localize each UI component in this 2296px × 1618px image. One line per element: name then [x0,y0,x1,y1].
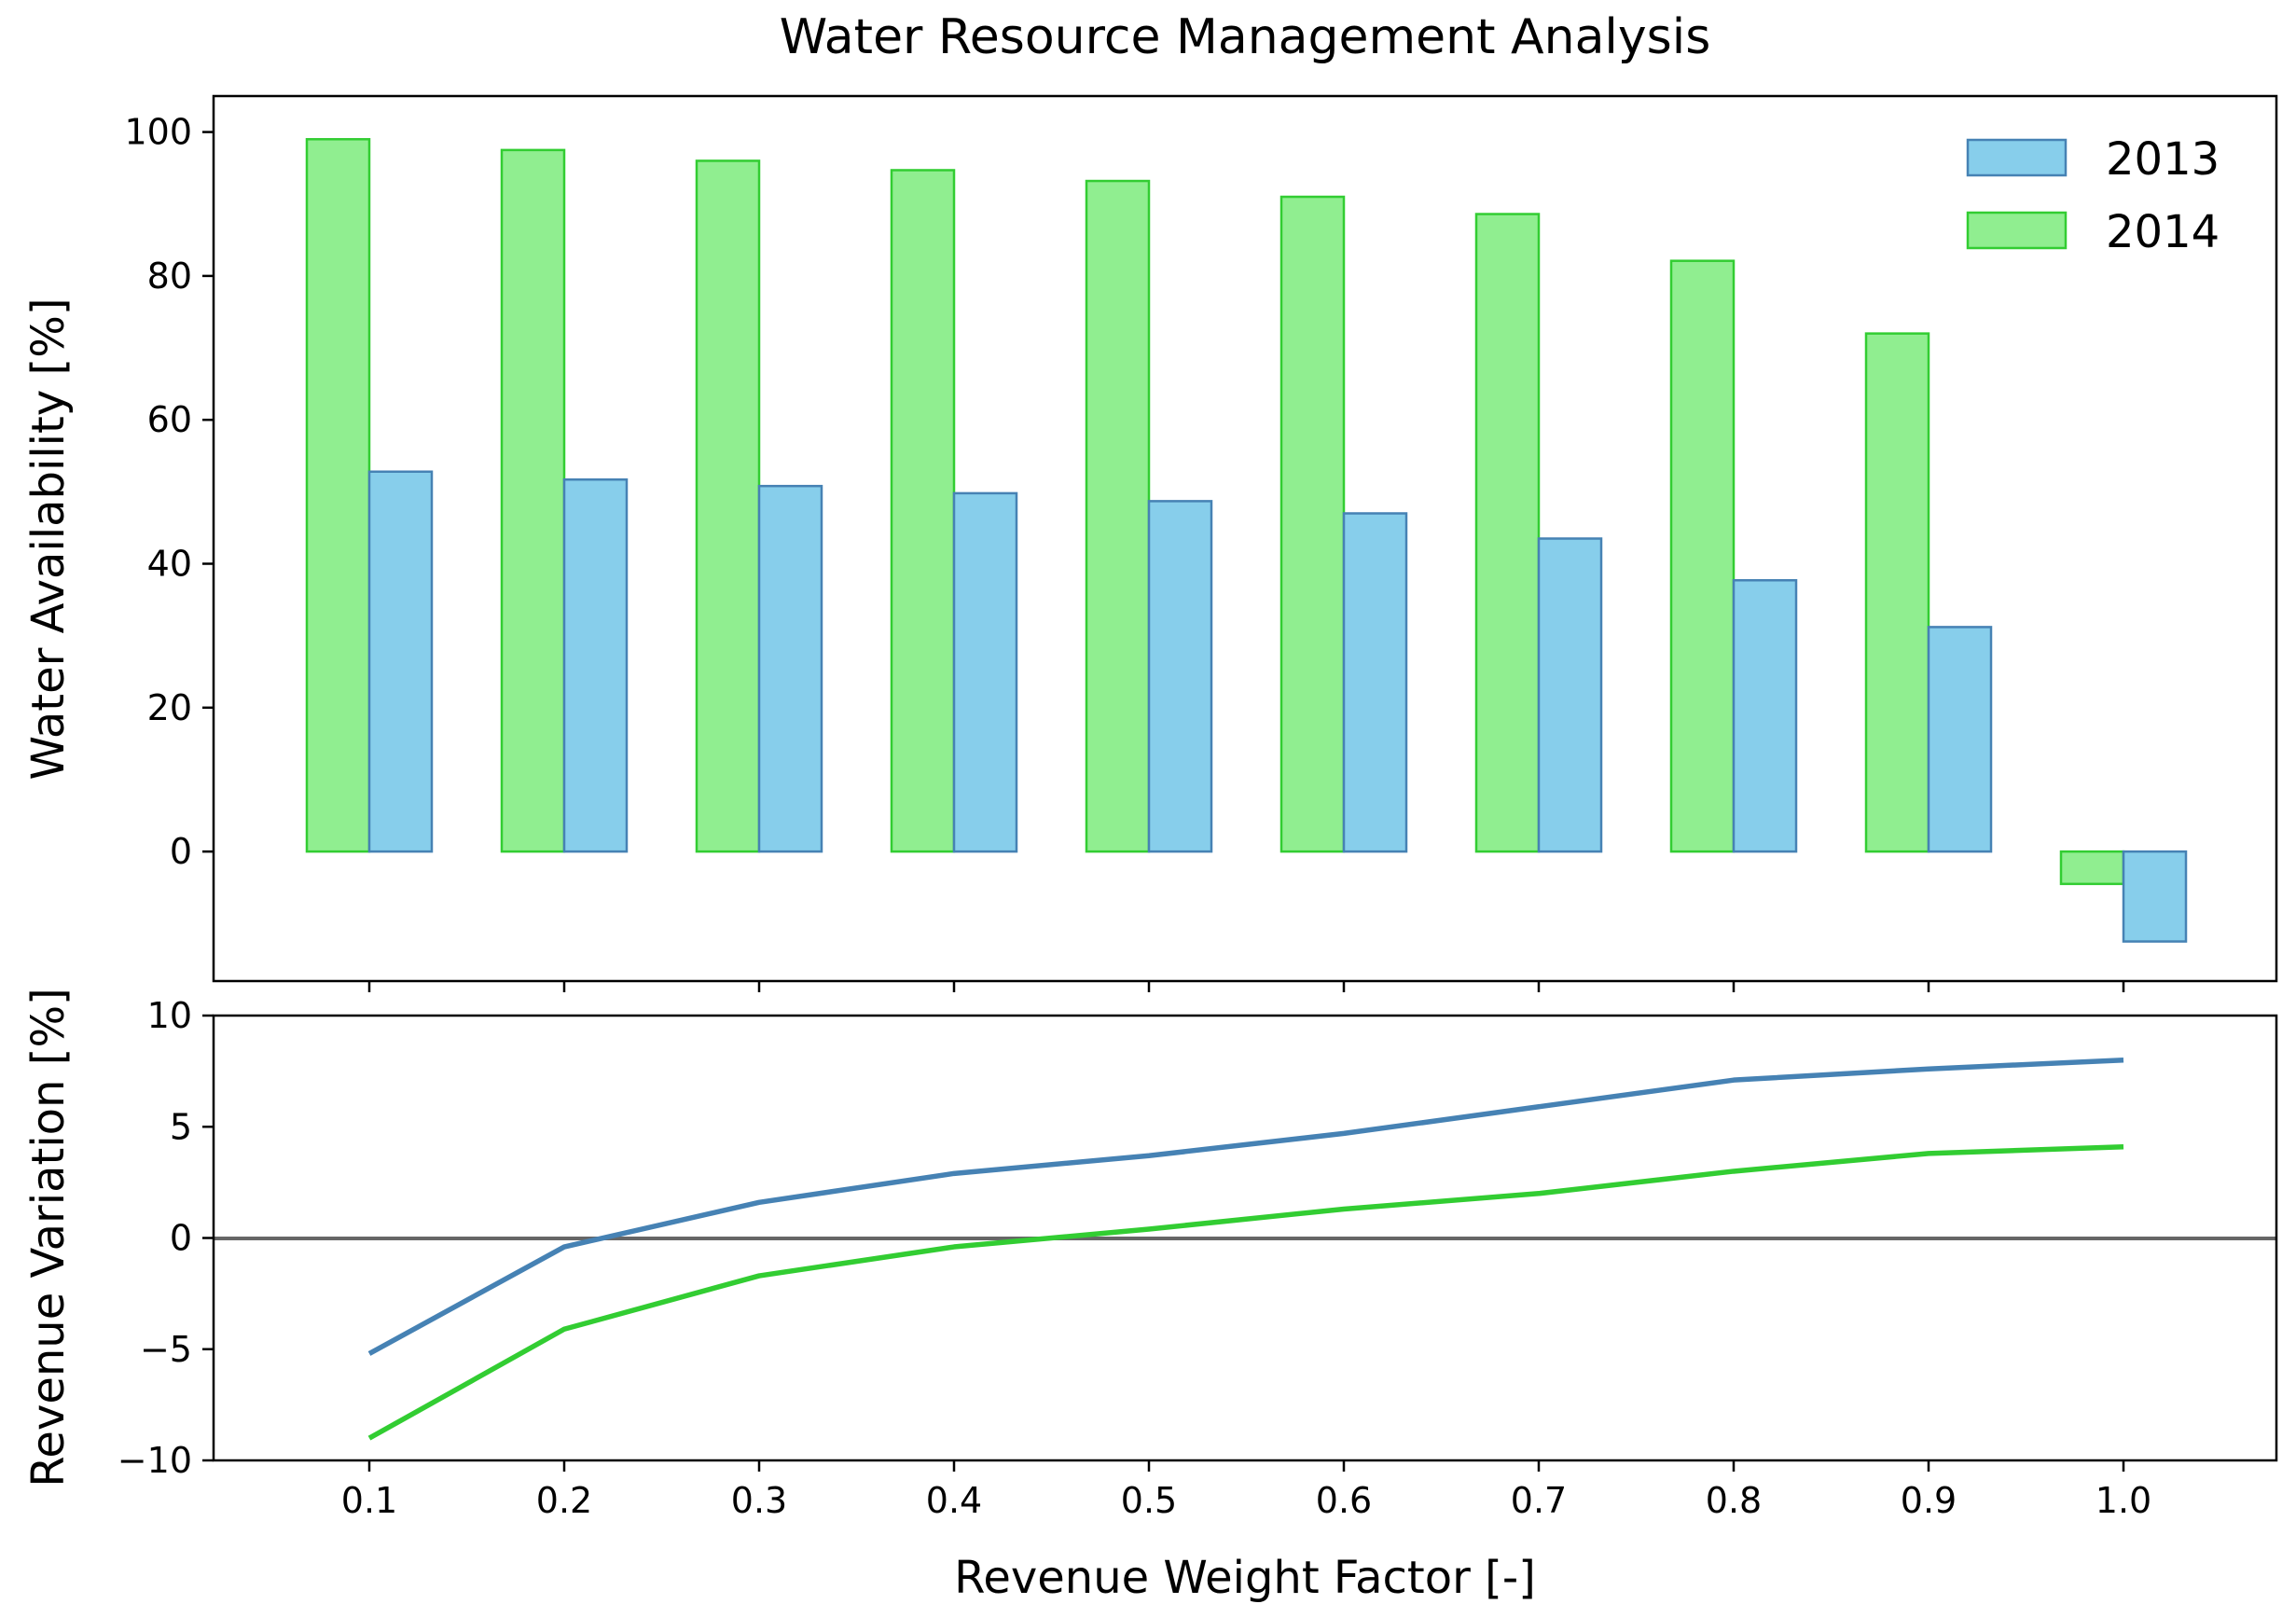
top-y-tick-label: 80 [147,256,192,297]
top-bars [305,138,2188,943]
top-y-axis-label: Water Availability [%] [22,297,75,780]
x-tick-label: 0.4 [926,1480,982,1521]
x-tick-label: 0.1 [341,1480,397,1521]
bottom-y-tick-label: −5 [140,1329,192,1370]
bottom-plot-frame [212,1014,2278,1462]
bar-2013-0.2 [562,477,629,853]
bar-2014-0.2 [500,148,566,853]
bar-2013-1.0 [2122,850,2188,943]
bar-2013-0.9 [1927,626,1993,853]
bottom-y-tick-label: 0 [170,1218,192,1259]
bar-2013-0.8 [1732,578,1798,853]
bottom-lines [367,1057,2124,1441]
top-x-ticks [367,981,2125,992]
x-tick-label: 0.9 [1901,1480,1957,1521]
bar-2014-0.6 [1279,195,1346,853]
top-plot-frame [212,94,2278,983]
legend-swatch-2013 [1966,138,2068,177]
x-tick-label: 1.0 [2095,1480,2151,1521]
bottom-y-tick-label: 10 [147,995,192,1036]
bottom-x-ticks: 0.1 0.2 0.3 0.4 0.5 0.6 0.7 0.8 0.9 1.0 [341,1460,2151,1521]
bar-2013-0.5 [1147,500,1213,853]
x-tick-label: 0.6 [1316,1480,1372,1521]
bottom-y-ticks: −10 −5 0 5 10 [118,995,214,1481]
bottom-y-axis-label: Revenue Variation [%] [22,988,75,1487]
bar-2014-0.5 [1085,179,1151,853]
top-y-tick-label: 100 [124,112,192,153]
top-y-tick-label: 0 [170,831,192,872]
bottom-y-tick-label: 5 [170,1106,192,1147]
bar-2013-0.3 [757,484,823,853]
top-y-ticks: 0 20 40 60 80 100 [124,112,214,872]
bar-2014-0.3 [695,159,761,853]
legend: 2013 2014 [1966,133,2220,258]
x-tick-label: 0.5 [1121,1480,1177,1521]
bar-2014-0.8 [1669,259,1736,853]
x-axis-label: Revenue Weight Factor [-] [954,1552,1536,1604]
bar-2013-0.6 [1342,512,1408,853]
x-tick-label: 0.8 [1706,1480,1762,1521]
x-tick-label: 0.2 [536,1480,592,1521]
top-panel: 0 20 40 60 80 100 Water Availability [%] 2013… [22,94,2278,992]
bar-2014-0.1 [305,138,371,853]
top-y-tick-label: 20 [147,687,192,728]
bottom-y-tick-label: −10 [118,1440,192,1481]
bar-2014-0.7 [1474,213,1541,853]
top-y-tick-label: 60 [147,399,192,440]
bar-2014-0.4 [890,169,956,853]
legend-swatch-2014 [1966,211,2068,250]
chart-title: Water Resource Management Analysis [780,9,1711,65]
bar-2013-0.7 [1537,537,1603,853]
legend-label-2013: 2013 [2106,133,2220,186]
line-2013 [367,1057,2124,1356]
bar-2014-0.9 [1864,332,1930,853]
x-tick-label: 0.3 [731,1480,787,1521]
bottom-panel: −10 −5 0 5 10 0.1 0.2 0.3 0.4 0.5 0.6 0.7 0.8 0.9 1.0… [22,988,2278,1521]
line-2014 [367,1143,2124,1441]
x-tick-label: 0.7 [1511,1480,1567,1521]
bar-2014-1.0 [2059,850,2125,886]
legend-label-2014: 2014 [2106,206,2220,258]
bar-2013-0.1 [367,470,434,853]
bar-2013-0.4 [952,491,1018,853]
top-y-tick-label: 40 [147,544,192,585]
